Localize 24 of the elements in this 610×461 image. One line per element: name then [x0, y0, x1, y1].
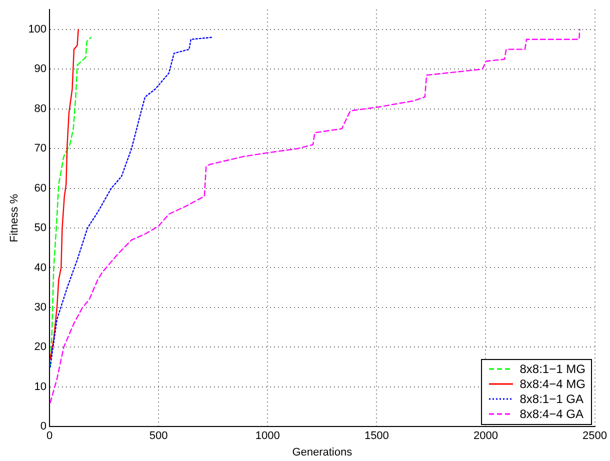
y-tick-label: 90: [34, 63, 47, 76]
y-axis-title: Fitness %: [8, 194, 21, 242]
legend-label: 8x8:1−1 MG: [520, 362, 586, 377]
y-tick-label: 70: [34, 142, 47, 155]
legend-label: 8x8:4−4 MG: [520, 376, 586, 392]
y-tick-label: 100: [28, 23, 47, 36]
y-tick-label: 80: [34, 102, 47, 115]
y-tick-label: 50: [34, 222, 47, 234]
x-tick-label: 500: [149, 430, 168, 442]
legend-label: 8x8:1−1 GA: [520, 392, 584, 407]
y-tick-label: 20: [34, 341, 47, 354]
line-series: [50, 36, 92, 368]
y-tick-label: 40: [34, 262, 47, 274]
line-series: [50, 36, 212, 368]
legend-label: 8x8:4−4 GA: [520, 406, 584, 422]
y-tick-label: 60: [34, 182, 47, 194]
x-tick-label: 1000: [255, 430, 280, 442]
x-tick-label: 2500: [582, 430, 608, 442]
x-tick-label: 2000: [473, 430, 498, 442]
y-tick-label: 0: [40, 420, 47, 433]
y-tick-label: 10: [34, 380, 47, 393]
y-tick-label: 30: [34, 301, 47, 314]
x-tick-label: 1500: [364, 430, 389, 442]
x-axis-title: Generations: [292, 446, 353, 458]
